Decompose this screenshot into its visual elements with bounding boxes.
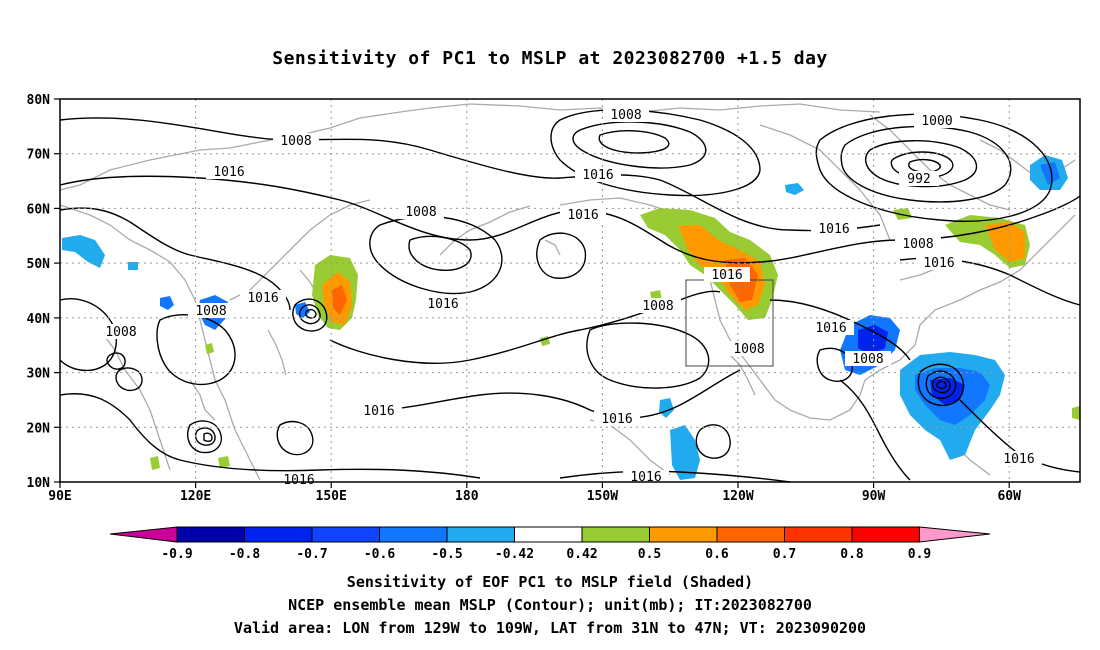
lon-label-60W: 60W [997,489,1021,504]
axis-ticks [54,98,1010,488]
lat-label-50N: 50N [27,257,51,272]
contour-label: 1016 [923,256,954,271]
lat-label-70N: 70N [27,148,51,163]
contour-label: 1008 [902,237,933,252]
contour-label: 1016 [427,297,458,312]
colorbar-tick-label: -0.6 [364,547,395,562]
lon-label-180: 180 [455,489,479,504]
contour-label: 1016 [1003,452,1034,467]
colorbar-box [581,526,650,543]
lon-label-90E: 90E [48,489,71,504]
colorbar: -0.9 -0.8 -0.7 -0.6 -0.5 -0.42 0.42 0.5 … [109,526,991,562]
contour-label: 1008 [105,325,136,340]
contour-label: 992 [907,172,930,187]
lon-label-120W: 120W [722,489,753,504]
colorbar-box [784,526,853,543]
lat-label-20N: 20N [27,421,51,436]
colorbar-tick-label: -0.42 [495,547,534,562]
colorbar-tick-label: 0.9 [908,547,931,562]
contour-label: 1008 [195,304,226,319]
contour-label: 1008 [610,108,641,123]
colorbar-tick-label: 0.42 [566,547,597,562]
caption-line-3: Valid area: LON from 129W to 109W, LAT f… [233,619,867,637]
lon-label-120E: 120E [180,489,211,504]
contour-label: 1016 [818,222,849,237]
colorbar-tick-label: -0.9 [161,547,192,562]
contour-label: 1016 [247,291,278,306]
latitude-labels: 80N 70N 60N 50N 40N 30N 20N 10N [27,93,51,491]
contour-label: 1008 [733,342,764,357]
lon-label-90W: 90W [862,489,886,504]
colorbar-tick-label: -0.8 [229,547,260,562]
colorbar-box [176,526,245,543]
colorbar-tick-label: -0.7 [296,547,327,562]
colorbar-box [244,526,313,543]
colorbar-tick-label: 0.5 [638,547,661,562]
colorbar-tick-label: -0.5 [431,547,462,562]
contour-label: 1016 [582,168,613,183]
contour-label: 1016 [711,268,742,283]
contour-label: 1016 [567,208,598,223]
colorbar-low-end [109,526,178,543]
lon-label-150W: 150W [587,489,618,504]
colorbar-tick-label: 0.6 [705,547,729,562]
map-title: Sensitivity of PC1 to MSLP at 2023082700… [272,48,828,69]
colorbar-box [311,526,380,543]
colorbar-tick-label: 0.8 [840,547,864,562]
map-panel: 1008 1016 1016 1008 1016 1016 1008 1016 … [59,98,1081,488]
lat-label-40N: 40N [27,312,51,327]
colorbar-box [716,526,785,543]
colorbar-high-end [919,526,991,543]
mslp-contours [59,109,1081,483]
colorbar-box [514,526,583,543]
colorbar-box [649,526,718,543]
contour-label: 1008 [852,352,883,367]
contour-label: 1008 [405,205,436,220]
contour-label: 1016 [815,321,846,336]
lat-label-80N: 80N [27,93,51,108]
colorbar-box [446,526,515,543]
caption-line-2: NCEP ensemble mean MSLP (Contour); unit(… [288,596,812,614]
colorbar-box [851,526,920,543]
contour-label: 1016 [601,412,632,427]
contour-label: 1000 [921,114,952,129]
contour-label: 1016 [213,165,244,180]
colorbar-box [379,526,448,543]
contour-label: 1016 [283,473,314,488]
lat-label-10N: 10N [27,476,51,491]
lat-label-30N: 30N [27,367,51,382]
colorbar-tick-label: 0.7 [773,547,796,562]
contour-label: 1008 [280,134,311,149]
lon-label-150E: 150E [316,489,347,504]
contour-label: 1008 [642,299,673,314]
caption-line-1: Sensitivity of EOF PC1 to MSLP field (Sh… [346,573,754,591]
contour-label-group: 1008 1016 1016 1008 1016 1016 1008 1016 … [98,107,1042,488]
gridlines [60,99,1080,482]
longitude-labels: 90E 120E 150E 180 150W 120W 90W 60W [48,489,1021,504]
contour-label: 1016 [363,404,394,419]
lat-label-60N: 60N [27,202,51,217]
